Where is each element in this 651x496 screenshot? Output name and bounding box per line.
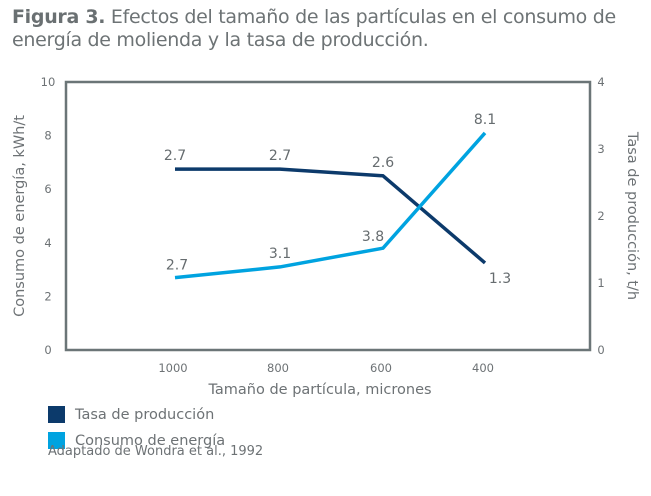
energy-consumption-data-label: 3.1 bbox=[269, 246, 291, 262]
y-left-tick-label: 10 bbox=[41, 75, 56, 89]
y-axis-left-ticks: 0 2 4 6 8 10 bbox=[41, 75, 56, 357]
y-right-tick-label: 2 bbox=[597, 209, 604, 223]
legend-label-energy: Consumo de energía bbox=[75, 432, 226, 449]
y-left-tick-label: 6 bbox=[44, 182, 51, 196]
production-rate-data-label: 2.7 bbox=[269, 148, 291, 164]
y-axis-right-title: Tasa de producción, t/h bbox=[624, 131, 640, 300]
y-left-tick-label: 2 bbox=[44, 289, 51, 303]
data-labels: 2.7 2.7 2.6 1.3 2.7 3.1 3.8 8.1 bbox=[164, 112, 511, 287]
production-rate-line bbox=[175, 167, 487, 265]
y-left-tick-label: 8 bbox=[44, 129, 51, 143]
y-right-tick-label: 3 bbox=[597, 142, 604, 156]
production-rate-data-label: 2.6 bbox=[372, 155, 394, 171]
x-tick-label: 400 bbox=[472, 361, 494, 375]
energy-consumption-data-label: 8.1 bbox=[474, 112, 496, 128]
x-tick-label: 1000 bbox=[158, 361, 187, 375]
energy-consumption-data-label: 2.7 bbox=[166, 258, 188, 274]
figure-caption-text: Efectos del tamaño de las partículas en … bbox=[12, 6, 616, 51]
y-left-tick-label: 4 bbox=[44, 236, 51, 250]
legend-label-production: Tasa de producción bbox=[75, 406, 215, 423]
series-lines bbox=[174, 131, 487, 280]
y-right-tick-label: 0 bbox=[597, 343, 604, 357]
y-axis-left-title: Consumo de energía, kWh/t bbox=[12, 115, 28, 317]
x-axis-title: Tamaño de partícula, micrones bbox=[207, 382, 431, 398]
x-tick-label: 800 bbox=[267, 361, 289, 375]
y-left-tick-label: 0 bbox=[44, 343, 51, 357]
figure-label: Figura 3. bbox=[12, 6, 106, 28]
figure-caption: Figura 3. Efectos del tamaño de las part… bbox=[12, 6, 642, 52]
plot-frame bbox=[64, 80, 592, 352]
legend-item-energy: Consumo de energía bbox=[48, 432, 225, 449]
x-tick-label: 600 bbox=[370, 361, 392, 375]
source-note: Adaptado de Wondra et al., 1992 bbox=[48, 444, 264, 459]
y-right-tick-label: 1 bbox=[597, 276, 604, 290]
production-rate-data-label: 1.3 bbox=[489, 271, 511, 287]
y-axis-right-ticks: 0 1 2 3 4 bbox=[597, 75, 604, 357]
y-right-tick-label: 4 bbox=[597, 75, 604, 89]
legend-swatch-energy bbox=[48, 432, 65, 449]
production-rate-data-label: 2.7 bbox=[164, 148, 186, 164]
legend-item-production: Tasa de producción bbox=[48, 406, 214, 423]
energy-consumption-line bbox=[174, 131, 487, 280]
x-axis-ticks: 1000 800 600 400 bbox=[158, 361, 494, 375]
legend-swatch-production bbox=[48, 406, 65, 423]
energy-consumption-data-label: 3.8 bbox=[362, 229, 384, 245]
